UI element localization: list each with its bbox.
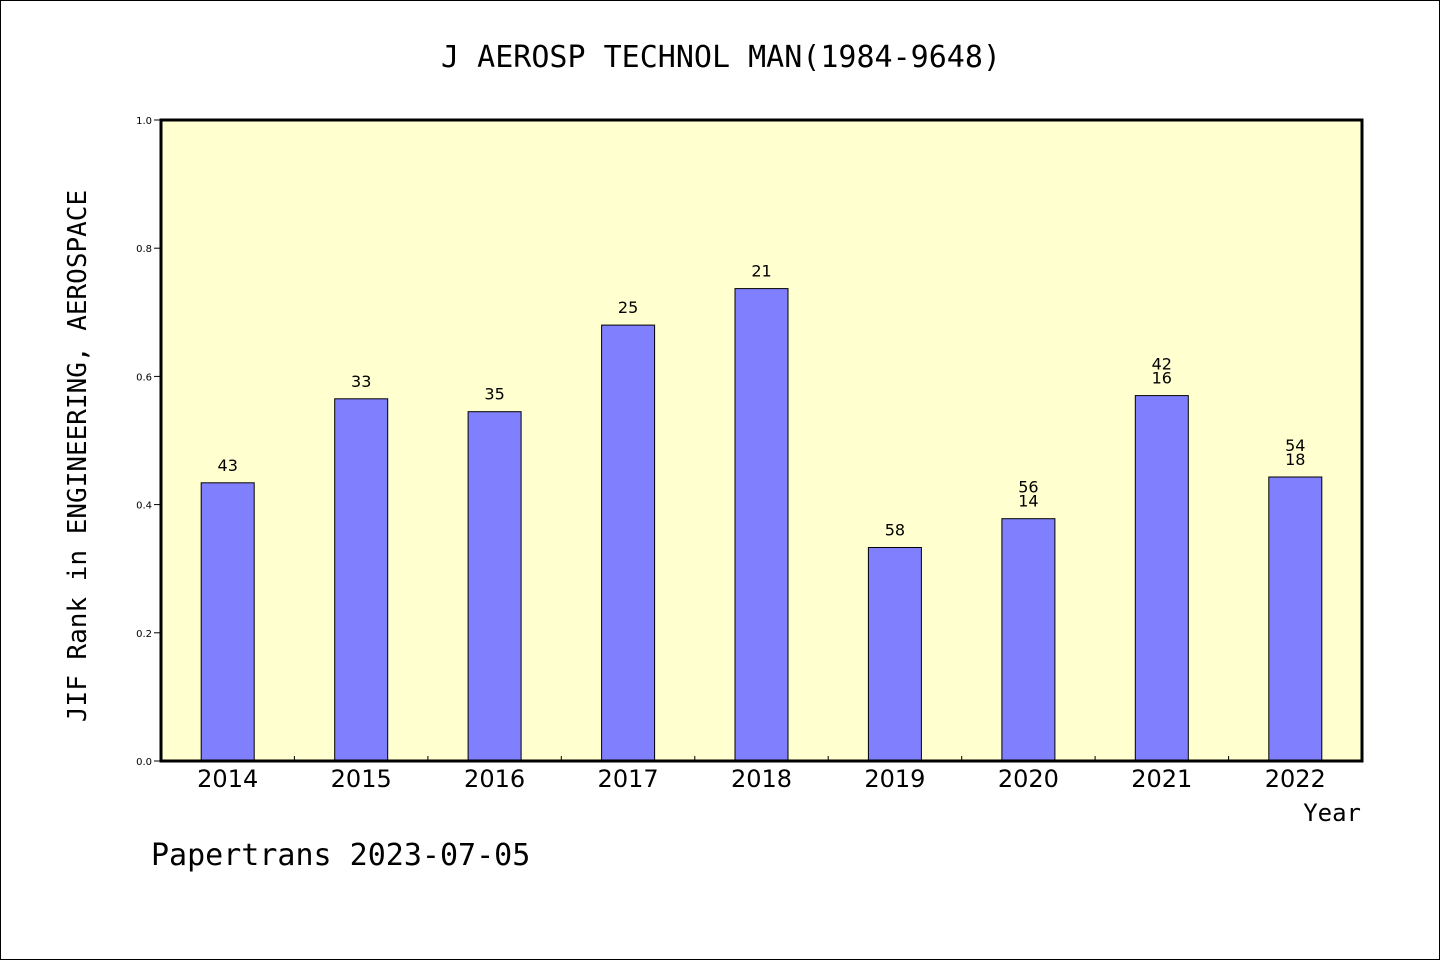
footer-credit: Papertrans 2023-07-05: [151, 838, 530, 873]
bar-2020: [1001, 518, 1056, 762]
x-tick-label-2014: 2014: [197, 765, 258, 793]
x-axis-label: Year: [1303, 799, 1361, 827]
bar-2022: [1268, 476, 1323, 762]
y-tick-label-0.2: 0.2: [136, 629, 152, 640]
bar-label-2017-1: 25: [618, 298, 638, 317]
x-tick-label-2018: 2018: [731, 765, 792, 793]
bar-label-2021-1: 42: [1152, 355, 1172, 374]
x-tick-label-2019: 2019: [864, 765, 925, 793]
bar-label-2018-1: 21: [751, 262, 771, 281]
bar-2018: [734, 288, 789, 762]
y-ticks-layer: 0.0 0.2 0.4 0.6 0.8 1.0: [136, 116, 161, 768]
bar-label-2020-2: 14: [1018, 492, 1038, 511]
bar-label-2014-1: 43: [218, 456, 238, 475]
y-tick-label-1.0: 1.0: [136, 116, 152, 127]
chart-title: J AEROSP TECHNOL MAN(1984-9648): [441, 40, 1001, 75]
x-ticks-layer: 2014 2015 2016 2017 2018 2019 2020 2021 2022: [197, 756, 1326, 793]
bar-2016: [467, 411, 522, 762]
bar-label-2016-1: 35: [484, 385, 504, 404]
x-tick-label-2022: 2022: [1265, 765, 1326, 793]
bar-label-2020-1: 56: [1018, 478, 1038, 497]
x-tick-label-2017: 2017: [598, 765, 659, 793]
bar-label-2022-2: 18: [1285, 450, 1305, 469]
x-tick-label-2016: 2016: [464, 765, 525, 793]
x-tick-label-2015: 2015: [331, 765, 392, 793]
bar-label-2019-1: 58: [885, 521, 905, 540]
plot-border: [159, 118, 1364, 763]
y-tick-label-0.4: 0.4: [136, 501, 152, 512]
bar-2014: [200, 482, 255, 762]
x-tick-label-2020: 2020: [998, 765, 1059, 793]
y-tick-label-0.8: 0.8: [136, 244, 152, 255]
bar-2021: [1134, 395, 1189, 762]
bar-2017: [601, 324, 656, 762]
bar-2015: [334, 398, 389, 762]
y-tick-label-0.0: 0.0: [136, 757, 152, 768]
x-tick-label-2021: 2021: [1131, 765, 1192, 793]
y-axis-label: JIF Rank in ENGINEERING, AEROSPACE: [63, 190, 93, 722]
bar-label-2015-1: 33: [351, 372, 371, 391]
y-tick-label-0.6: 0.6: [136, 372, 152, 383]
bar-label-2022-1: 54: [1285, 436, 1305, 455]
bars-layer: [200, 288, 1323, 762]
bar-label-2021-2: 16: [1152, 369, 1172, 388]
bar-2019: [867, 547, 922, 762]
